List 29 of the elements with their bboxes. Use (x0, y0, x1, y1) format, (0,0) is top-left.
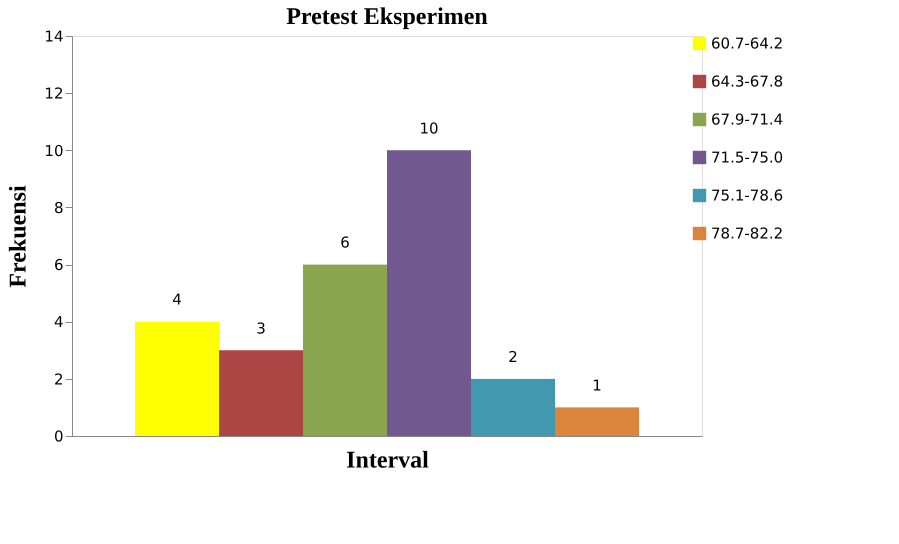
legend-label: 75.1-78.6 (711, 186, 784, 204)
y-tick-label: 4 (54, 313, 64, 332)
legend-label: 78.7-82.2 (711, 224, 784, 242)
legend-label: 64.3-67.8 (711, 72, 784, 90)
data-label: 4 (172, 290, 182, 309)
bar (471, 378, 555, 436)
y-tick-label: 8 (54, 198, 64, 217)
bar (219, 350, 303, 436)
data-label: 6 (340, 234, 350, 252)
data-label: 3 (256, 319, 266, 338)
y-tick-label: 2 (54, 370, 64, 388)
x-axis-title: Interval (346, 448, 430, 474)
bar (555, 407, 639, 436)
y-tick-label: 0 (54, 428, 64, 446)
y-tick-label: 10 (44, 142, 64, 160)
data-label: 1 (592, 376, 602, 394)
bar (135, 322, 219, 436)
data-label: 10 (419, 119, 439, 138)
bar (387, 150, 471, 436)
data-label: 2 (508, 348, 518, 366)
y-tick-label: 6 (54, 256, 64, 274)
y-tick-label: 12 (44, 84, 64, 103)
legend-label: 71.5-75.0 (711, 148, 784, 166)
bar (303, 264, 387, 436)
y-tick-label: 14 (44, 28, 64, 46)
y-axis-title: Frekuensi (5, 185, 32, 288)
legend-label: 60.7-64.2 (711, 34, 784, 52)
chart-title: Pretest Eksperimen (286, 4, 488, 30)
legend-label: 67.9-71.4 (711, 110, 784, 128)
